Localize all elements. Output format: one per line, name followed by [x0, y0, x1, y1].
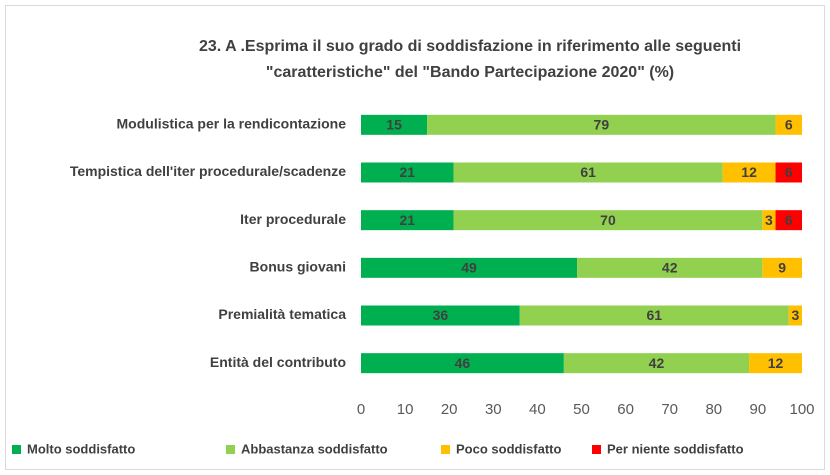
data-label: 6 [785, 164, 793, 180]
chart-title: 23. A .Esprima il suo grado di soddisfaz… [199, 38, 741, 55]
data-label: 21 [400, 212, 416, 228]
x-tick-label: 70 [661, 401, 678, 418]
legend-label: Poco soddisfatto [456, 441, 562, 456]
bar-segment [361, 353, 564, 374]
bar-segment [361, 210, 454, 231]
bar-segment [762, 210, 776, 231]
x-tick-label: 40 [529, 401, 546, 418]
legend-label: Abbastanza soddisfatto [241, 441, 388, 456]
y-tick-label: Entità del contributo [210, 354, 346, 370]
y-tick-label: Premialità tematica [218, 306, 346, 322]
legend-swatch [12, 445, 21, 454]
bar-segment [361, 257, 578, 278]
bar-segment [519, 305, 789, 326]
bar-segment [762, 257, 802, 278]
x-tick-label: 50 [573, 401, 590, 418]
x-tick-label: 80 [705, 401, 722, 418]
y-tick-label: Bonus giovani [250, 259, 346, 275]
bar-segment [427, 114, 776, 135]
data-label: 42 [649, 355, 665, 371]
data-label: 3 [791, 307, 799, 323]
bar-segment [788, 305, 802, 326]
data-label: 61 [646, 307, 662, 323]
data-label: 9 [778, 260, 786, 276]
x-tick-label: 90 [750, 401, 767, 418]
bar-segment [453, 210, 763, 231]
legend-label: Per niente soddisfatto [607, 441, 744, 456]
data-label: 21 [400, 164, 416, 180]
x-tick-label: 0 [357, 401, 365, 418]
data-label: 49 [461, 260, 477, 276]
x-tick-label: 100 [789, 401, 814, 418]
data-label: 70 [600, 212, 616, 228]
bar-segment [775, 210, 802, 231]
legend-swatch [226, 445, 235, 454]
chart-title: "caratteristiche" del "Bando Partecipazi… [266, 64, 674, 81]
data-label: 42 [662, 260, 678, 276]
data-label: 12 [741, 164, 757, 180]
data-label: 36 [433, 307, 449, 323]
x-tick-label: 30 [485, 401, 502, 418]
legend-swatch [592, 445, 601, 454]
bar-segment [453, 162, 723, 183]
data-label: 6 [785, 212, 793, 228]
bar-segment [563, 353, 750, 374]
data-label: 46 [455, 355, 471, 371]
data-label: 61 [580, 164, 596, 180]
bar-segment [361, 162, 454, 183]
bar-segment [577, 257, 763, 278]
data-label: 12 [768, 355, 784, 371]
x-tick-label: 60 [617, 401, 634, 418]
legend-swatch [441, 445, 450, 454]
chart-frame [5, 5, 825, 470]
bar-segment [361, 305, 520, 326]
legend-label: Molto soddisfatto [27, 441, 135, 456]
x-tick-label: 20 [441, 401, 458, 418]
bar-segment [361, 114, 428, 135]
data-label: 15 [386, 117, 402, 133]
data-label: 79 [594, 117, 610, 133]
y-tick-label: Tempistica dell'iter procedurale/scadenz… [70, 163, 346, 179]
bar-segment [775, 162, 802, 183]
bar-segment [775, 114, 802, 135]
y-tick-label: Iter procedurale [240, 211, 346, 227]
y-tick-label: Modulistica per la rendicontazione [117, 116, 347, 132]
data-label: 6 [785, 117, 793, 133]
bar-segment [722, 162, 776, 183]
x-tick-label: 10 [397, 401, 414, 418]
data-label: 3 [765, 212, 773, 228]
bar-segment [749, 353, 802, 374]
